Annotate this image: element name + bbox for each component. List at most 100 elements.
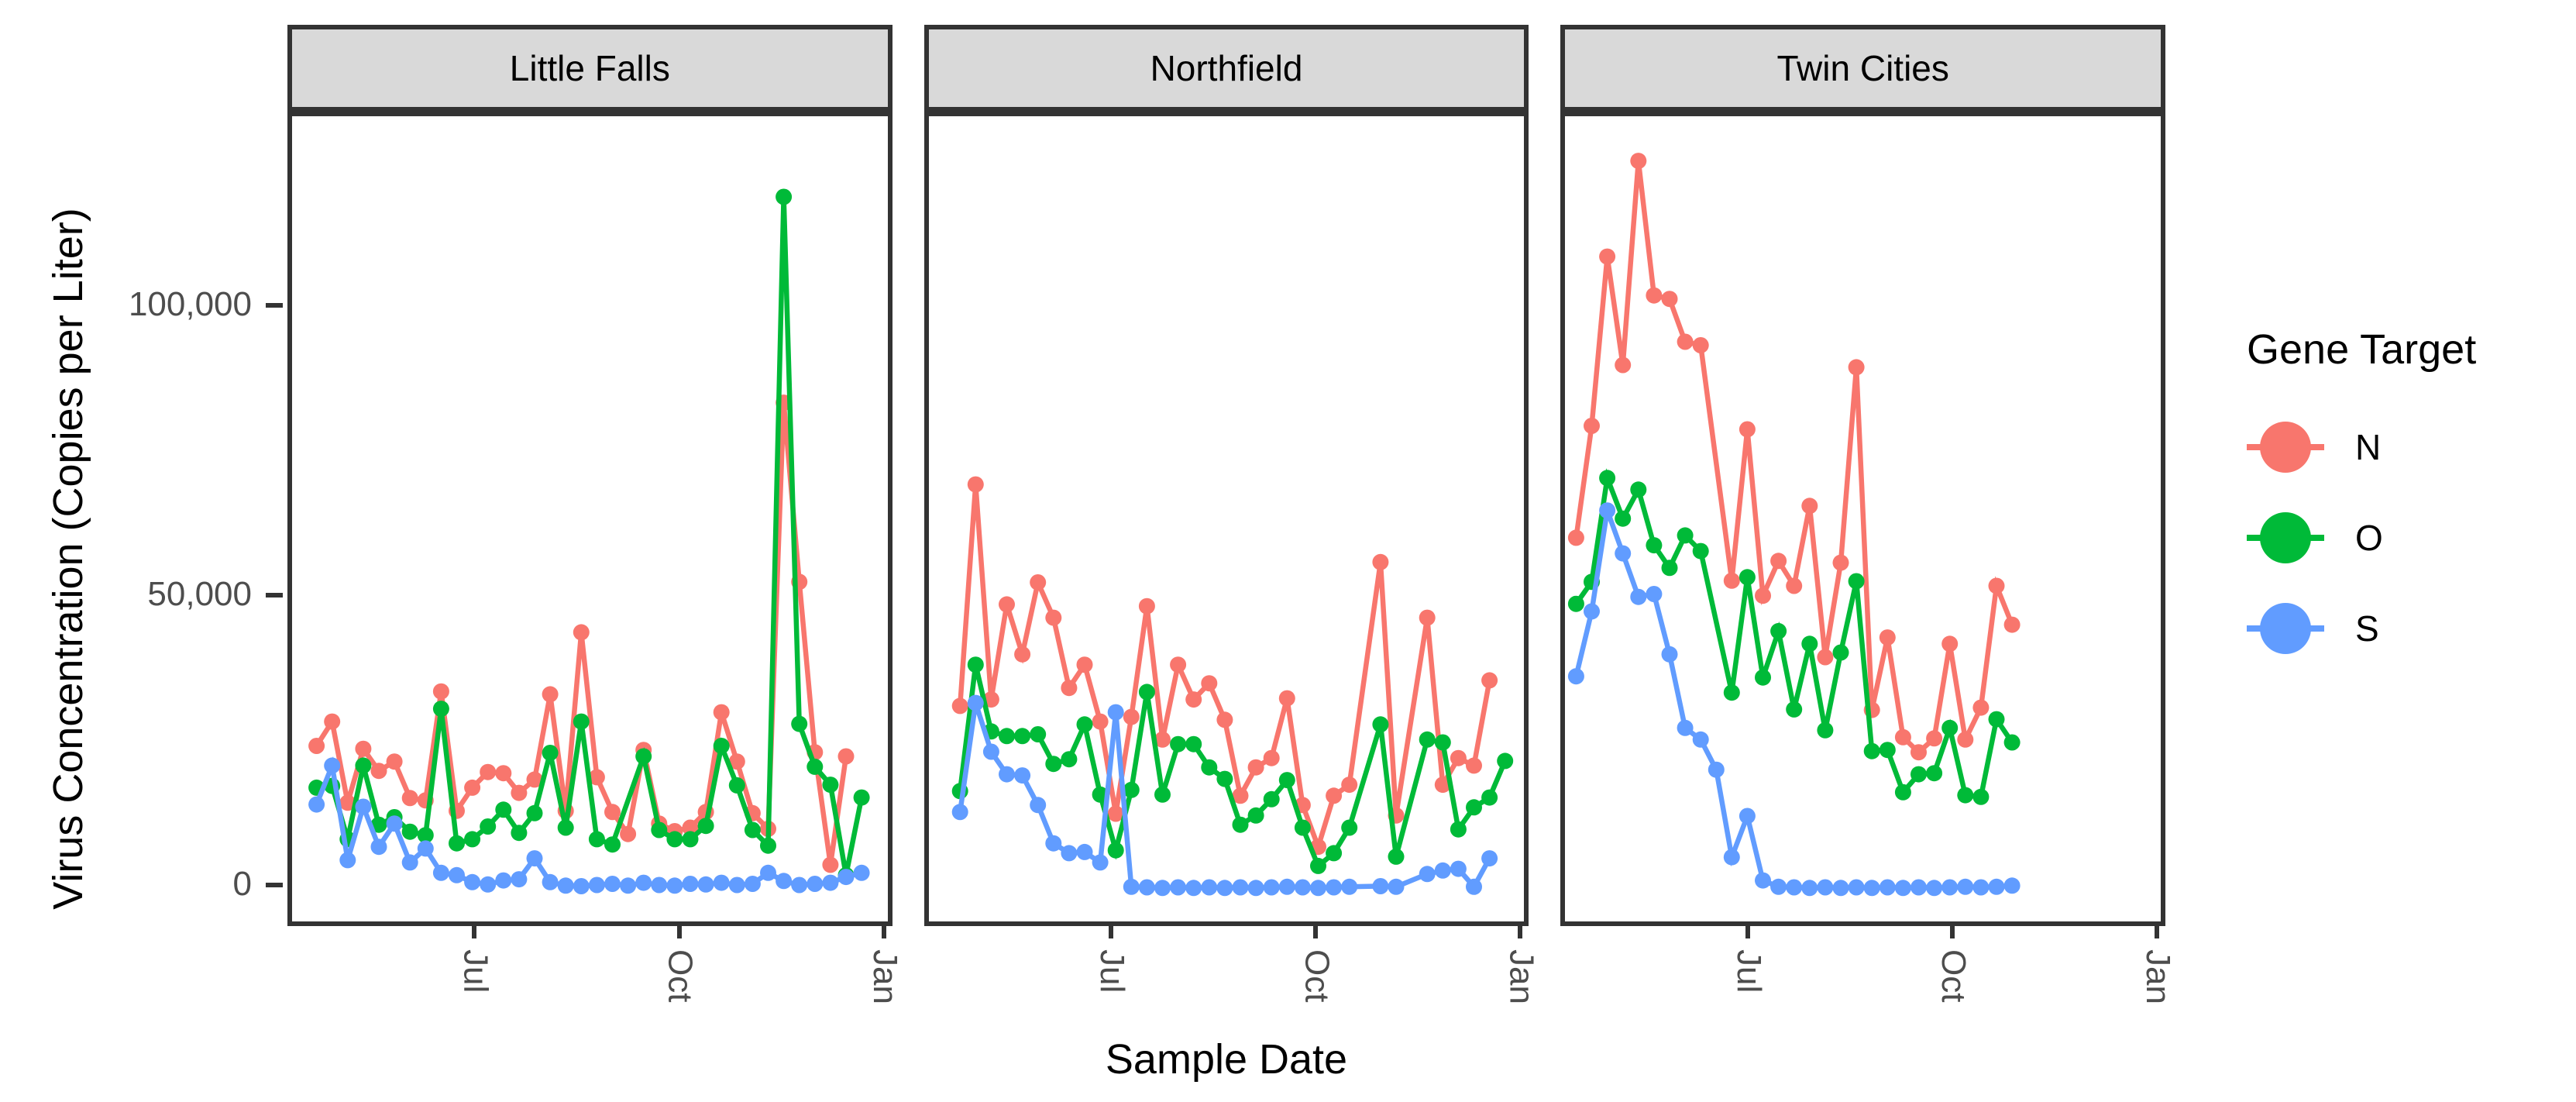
facet-strip-label: Little Falls bbox=[509, 48, 670, 88]
series-O-point bbox=[1880, 742, 1897, 759]
y-tick-label: 100,000 bbox=[128, 284, 252, 323]
legend-entry-label: S bbox=[2355, 608, 2379, 649]
series-O-point bbox=[480, 818, 497, 835]
series-S-point bbox=[1615, 545, 1632, 562]
series-O-point bbox=[1739, 569, 1756, 586]
series-N-point bbox=[1465, 757, 1482, 774]
series-N-point bbox=[1107, 805, 1124, 822]
series-O-point bbox=[1232, 816, 1249, 833]
series-N-point bbox=[495, 765, 512, 782]
series-O-point bbox=[1817, 721, 1834, 739]
x-tick-mark bbox=[1745, 921, 1750, 938]
series-S-point bbox=[1200, 879, 1217, 896]
series-O-point bbox=[1496, 752, 1513, 770]
series-S-point bbox=[1325, 879, 1342, 896]
legend: Gene Target N O S bbox=[2247, 325, 2572, 692]
x-tick-mark bbox=[1313, 921, 1319, 938]
series-S-point bbox=[1832, 880, 1849, 897]
series-S-point bbox=[1294, 879, 1311, 896]
series-O-point bbox=[697, 818, 714, 835]
series-N-point bbox=[1724, 572, 1741, 589]
series-O-point bbox=[713, 738, 730, 754]
panel-svg bbox=[1568, 153, 2021, 897]
series-O-point bbox=[1169, 735, 1186, 752]
x-axis-title: Sample Date bbox=[1105, 1036, 1348, 1083]
series-O-point bbox=[1911, 766, 1928, 783]
series-S-point bbox=[713, 874, 730, 891]
series-N-line bbox=[1573, 160, 2015, 756]
series-O-point bbox=[967, 656, 984, 673]
series-S-point bbox=[1309, 880, 1326, 897]
series-S-point bbox=[1029, 797, 1046, 814]
series-N-point bbox=[1450, 749, 1467, 766]
series-N-point bbox=[401, 790, 418, 807]
series-S-point bbox=[776, 873, 793, 890]
x-tick-mark bbox=[2155, 921, 2160, 938]
series-N-point bbox=[1770, 553, 1787, 570]
series-N-point bbox=[1646, 287, 1663, 304]
series-S-point bbox=[1263, 879, 1280, 896]
x-tick-mark bbox=[1949, 921, 1955, 938]
y-tick-label: 50,000 bbox=[147, 574, 252, 613]
series-S-point bbox=[1013, 767, 1030, 784]
series-S-point bbox=[697, 876, 714, 893]
series-O-point bbox=[1801, 635, 1818, 653]
series-S-point bbox=[526, 850, 543, 867]
x-tick-label: Jul bbox=[1093, 949, 1132, 994]
series-O-point bbox=[760, 837, 776, 854]
series-S-point bbox=[1061, 845, 1078, 862]
series-O-point bbox=[1832, 644, 1849, 661]
series-O-point bbox=[355, 757, 372, 774]
series-N-point bbox=[1232, 787, 1249, 804]
series-S-point bbox=[791, 876, 808, 894]
x-tick-label: Jan bbox=[2139, 949, 2178, 1004]
series-S-point bbox=[542, 873, 559, 890]
series-N-point bbox=[1278, 690, 1295, 707]
series-O-point bbox=[998, 728, 1015, 745]
y-tick-mark bbox=[266, 302, 283, 308]
series-N-point bbox=[998, 596, 1015, 613]
series-S-point bbox=[417, 840, 434, 857]
series-S-point bbox=[1911, 879, 1928, 896]
series-S-point bbox=[324, 757, 341, 774]
facet-strip: Little Falls bbox=[287, 25, 892, 112]
series-N-point bbox=[1154, 731, 1171, 748]
series-S-point bbox=[370, 839, 387, 856]
series-O-point bbox=[1138, 684, 1155, 701]
series-S-point bbox=[837, 869, 855, 886]
series-O-point bbox=[1926, 765, 1943, 782]
series-S-point bbox=[1092, 854, 1109, 871]
facet-strip-label: Northfield bbox=[1150, 48, 1303, 88]
series-N-point bbox=[573, 624, 590, 641]
series-N-point bbox=[1123, 708, 1140, 725]
series-S-point bbox=[1232, 879, 1249, 896]
series-N-point bbox=[1044, 609, 1061, 626]
series-O-point bbox=[1263, 790, 1280, 808]
legend-key-dot bbox=[2260, 603, 2311, 654]
series-O-point bbox=[791, 715, 808, 732]
series-S-point bbox=[1848, 879, 1865, 896]
series-S-point bbox=[308, 796, 325, 813]
series-S-point bbox=[1599, 502, 1616, 519]
series-S-point bbox=[1895, 880, 1912, 897]
series-N-point bbox=[1481, 672, 1498, 689]
x-tick-label: Jul bbox=[456, 949, 495, 994]
x-tick-mark bbox=[472, 921, 477, 938]
series-N-point bbox=[1926, 730, 1943, 747]
series-O-point bbox=[1200, 759, 1217, 776]
series-S-point bbox=[339, 852, 356, 869]
series-N-point bbox=[355, 740, 372, 757]
series-N-point bbox=[822, 856, 839, 873]
series-S-point bbox=[982, 743, 999, 760]
series-O-point bbox=[1123, 781, 1140, 798]
series-N-point bbox=[1584, 418, 1601, 434]
series-S-point bbox=[557, 877, 574, 894]
x-tick-label: Oct bbox=[661, 949, 700, 1003]
x-tick-label: Oct bbox=[1934, 949, 1972, 1003]
series-N-point bbox=[542, 686, 559, 703]
series-S-point bbox=[1388, 878, 1405, 895]
series-S-point bbox=[449, 866, 465, 883]
series-N-point bbox=[1185, 691, 1202, 708]
series-S-point bbox=[1880, 879, 1897, 896]
legend-title: Gene Target bbox=[2247, 326, 2477, 373]
